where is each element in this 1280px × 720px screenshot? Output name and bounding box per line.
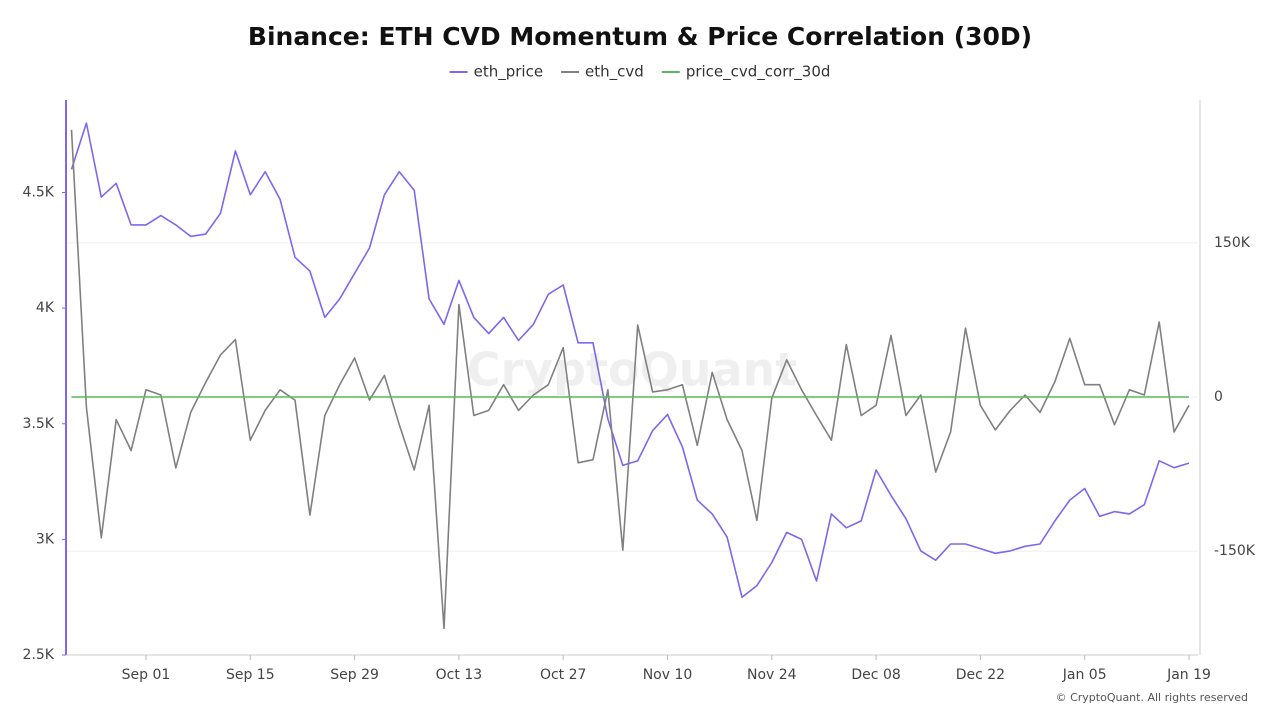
x-tick-label: Oct 27 <box>540 667 586 683</box>
x-tick-label: Nov 10 <box>643 667 693 683</box>
x-tick-label: Sep 15 <box>226 667 275 683</box>
x-tick-label: Sep 01 <box>122 667 171 683</box>
x-tick-label: Jan 05 <box>1062 667 1107 683</box>
y-tick-label: 3K <box>36 531 55 547</box>
y-tick-label: 4K <box>36 300 55 316</box>
series-line <box>70 129 1190 630</box>
y2-tick-label: -150K <box>1214 543 1256 559</box>
y-tick-label: 2.5K <box>23 647 55 663</box>
x-tick-label: Sep 29 <box>330 667 379 683</box>
watermark: CryptoQuant <box>467 343 798 397</box>
y2-tick-label: 0 <box>1214 389 1223 405</box>
chart-title: Binance: ETH CVD Momentum & Price Correl… <box>248 22 1032 51</box>
footer: © CryptoQuant. All rights reserved <box>1056 691 1248 704</box>
x-tick-label: Dec 08 <box>851 667 900 683</box>
x-tick-label: Dec 22 <box>956 667 1005 683</box>
legend-label: eth_cvd <box>585 63 644 82</box>
legend-label: price_cvd_corr_30d <box>686 63 831 82</box>
legend-label: eth_price <box>474 63 543 82</box>
x-tick-label: Nov 24 <box>747 667 797 683</box>
y-tick-label: 3.5K <box>23 416 55 432</box>
x-tick-label: Oct 13 <box>436 667 482 683</box>
y2-tick-label: 150K <box>1214 235 1251 251</box>
x-tick-label: Jan 19 <box>1166 667 1211 683</box>
series-line <box>70 122 1190 598</box>
y-tick-label: 4.5K <box>23 185 55 201</box>
